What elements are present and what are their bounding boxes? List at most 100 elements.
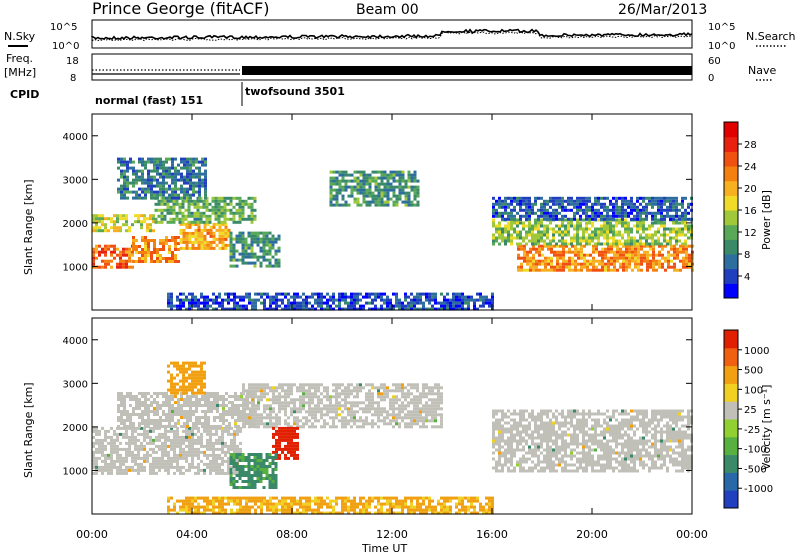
heat-cell <box>404 425 407 429</box>
heat-cell <box>194 298 197 302</box>
heat-cell <box>368 191 372 195</box>
heat-cell <box>104 265 107 269</box>
heat-cell <box>464 301 467 305</box>
heat-cell <box>314 392 317 396</box>
heat-cell <box>654 233 657 237</box>
heat-cell <box>95 250 98 254</box>
heat-cell <box>205 208 209 212</box>
heat-cell <box>194 246 198 250</box>
heat-cell <box>219 404 222 407</box>
heat-cell <box>181 199 185 203</box>
heat-cell <box>250 237 254 241</box>
heat-cell <box>675 236 678 240</box>
heat-cell <box>320 398 323 402</box>
heat-cell <box>416 179 420 183</box>
heat-cell <box>192 413 195 416</box>
heat-cell <box>198 190 201 194</box>
heat-cell <box>643 256 646 260</box>
heat-cell <box>185 438 188 442</box>
heat-cell <box>528 451 531 455</box>
heat-cell <box>277 234 281 238</box>
heat-cell <box>660 242 663 246</box>
heat-cell <box>125 262 128 266</box>
heat-cell <box>592 256 595 260</box>
heat-cell <box>110 226 113 230</box>
heat-cell <box>341 179 345 183</box>
heat-cell <box>649 262 652 266</box>
heat-cell <box>185 237 189 241</box>
heat-cell <box>274 261 278 265</box>
heat-cell <box>236 304 239 308</box>
heat-cell <box>513 230 516 234</box>
heat-cell <box>522 224 525 228</box>
heat-cell <box>507 457 510 461</box>
heat-cell <box>119 229 122 233</box>
heat-cell <box>168 248 171 251</box>
heat-cell <box>561 239 564 243</box>
heat-cell <box>205 220 209 224</box>
heat-cell <box>232 255 236 259</box>
heat-cell <box>543 242 546 246</box>
heat-cell <box>171 190 174 194</box>
heat-cell <box>101 265 104 269</box>
heat-cell <box>341 176 345 180</box>
heat-cell <box>189 181 192 185</box>
heat-cell <box>207 410 210 413</box>
heat-cell <box>528 230 531 234</box>
heat-cell <box>101 223 104 227</box>
heat-cell <box>150 395 153 398</box>
heat-cell <box>198 166 201 170</box>
heat-cell <box>661 265 664 269</box>
heat-cell <box>163 202 167 206</box>
heat-cell <box>248 301 251 305</box>
heat-cell <box>183 401 186 404</box>
heat-cell <box>147 419 150 422</box>
heat-cell <box>344 292 347 296</box>
heat-cell <box>407 301 410 305</box>
heat-cell <box>155 456 158 460</box>
heat-cell <box>162 419 165 422</box>
heat-cell <box>123 395 126 398</box>
heat-cell <box>250 231 254 235</box>
heat-cell <box>201 395 204 398</box>
heat-cell <box>281 298 284 302</box>
heat-cell <box>113 256 116 260</box>
heat-cell <box>603 214 606 218</box>
heat-cell <box>434 404 437 408</box>
heat-cell <box>395 200 399 204</box>
heat-cell <box>110 217 113 221</box>
heat-cell <box>271 255 275 259</box>
heat-cell <box>320 298 323 302</box>
heat-cell <box>233 471 236 475</box>
heat-cell <box>621 217 624 221</box>
heat-cell <box>128 256 131 260</box>
heat-cell <box>501 211 504 215</box>
heat-cell <box>673 244 676 248</box>
heat-cell <box>374 203 378 207</box>
heat-cell <box>116 465 119 469</box>
heat-cell <box>184 208 188 212</box>
heat-cell <box>622 262 625 266</box>
heat-cell <box>104 456 107 460</box>
heat-cell <box>296 416 299 420</box>
heat-cell <box>245 307 248 311</box>
heat-cell <box>254 410 257 414</box>
heat-cell <box>185 298 188 302</box>
heat-cell <box>177 398 180 401</box>
heat-cell <box>170 307 173 311</box>
heat-cell <box>651 205 654 209</box>
heat-cell <box>428 389 431 393</box>
heat-cell <box>170 426 173 430</box>
heat-cell <box>359 416 362 420</box>
heat-cell <box>257 425 260 429</box>
heat-cell <box>168 413 171 416</box>
heat-cell <box>141 251 144 254</box>
heat-cell <box>517 265 520 269</box>
heat-cell <box>156 422 159 425</box>
heat-cell <box>404 292 407 296</box>
heat-cell <box>652 256 655 260</box>
heat-cell <box>341 185 345 189</box>
heat-cell <box>666 227 669 231</box>
heat-cell <box>200 307 203 311</box>
heat-cell <box>251 422 254 426</box>
